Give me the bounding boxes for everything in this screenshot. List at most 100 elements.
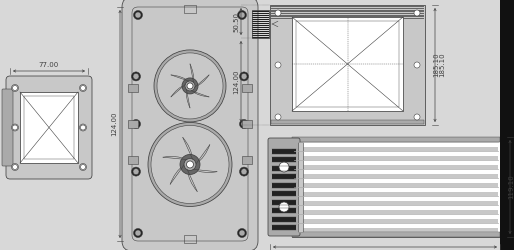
Bar [271,13,424,14]
Circle shape [11,84,19,91]
Circle shape [157,53,223,119]
Circle shape [81,164,85,170]
Bar [271,16,424,17]
Text: 124.00: 124.00 [233,69,239,94]
Circle shape [132,72,140,81]
Bar [184,5,196,13]
Bar [272,182,296,188]
Bar [252,37,269,38]
Bar [294,156,498,160]
Circle shape [275,10,281,16]
Bar [252,27,269,28]
Bar [296,21,399,107]
Bar [294,218,498,223]
FancyBboxPatch shape [2,89,13,166]
Bar [292,137,500,237]
Circle shape [12,125,17,130]
Circle shape [414,114,420,120]
Bar [294,164,498,169]
Circle shape [241,121,247,127]
Bar [272,157,296,162]
Circle shape [133,74,139,80]
Bar [292,17,403,111]
Circle shape [135,12,141,18]
Circle shape [279,202,289,212]
Bar [272,191,296,196]
Bar [252,31,269,32]
Circle shape [132,120,140,128]
Bar [272,216,296,222]
Text: 185.10: 185.10 [439,53,445,77]
Bar [128,156,138,164]
Bar [271,6,424,7]
Bar [294,192,498,196]
Bar [271,14,424,16]
Text: 124.00: 124.00 [111,112,117,136]
Bar [252,35,269,36]
Bar [128,84,138,92]
Circle shape [81,86,85,90]
Bar [252,23,269,24]
FancyBboxPatch shape [6,76,92,179]
Circle shape [81,125,85,130]
Text: 185.10: 185.10 [433,53,439,77]
Circle shape [239,230,245,236]
Bar [294,200,498,205]
FancyBboxPatch shape [268,138,300,236]
Bar [252,19,269,20]
Bar [294,174,498,178]
Circle shape [11,164,19,170]
Bar [271,18,424,19]
Circle shape [414,10,420,16]
Text: 50.50: 50.50 [233,12,239,32]
Circle shape [154,50,226,122]
Bar [252,25,269,26]
Circle shape [148,122,232,206]
Circle shape [12,164,17,170]
Circle shape [180,154,200,174]
Circle shape [132,167,140,176]
Bar [294,182,498,187]
Circle shape [182,78,198,94]
Bar [270,5,425,125]
Circle shape [135,230,141,236]
Bar [271,8,424,9]
Circle shape [237,228,247,237]
Bar [252,17,269,18]
Bar [292,137,500,142]
Bar [252,10,269,38]
Circle shape [241,74,247,80]
Circle shape [275,62,281,68]
Circle shape [11,124,19,131]
Circle shape [240,167,248,176]
Bar [271,120,424,124]
Bar [242,84,252,92]
Bar [184,235,196,243]
Circle shape [279,162,289,172]
Circle shape [184,158,196,170]
Text: 77.00: 77.00 [39,62,59,68]
Bar [500,0,514,250]
Circle shape [134,228,142,237]
Bar [292,232,500,237]
Circle shape [134,10,142,20]
Circle shape [80,124,86,131]
Circle shape [151,126,229,204]
Circle shape [80,164,86,170]
Circle shape [237,10,247,20]
Circle shape [240,72,248,81]
Bar [271,11,424,12]
Bar [294,146,498,151]
Circle shape [414,62,420,68]
Circle shape [187,83,193,89]
Bar [294,228,498,232]
Bar [294,210,498,214]
Circle shape [239,12,245,18]
Bar [20,92,78,163]
Bar [272,200,296,204]
Bar [252,15,269,16]
Bar [272,148,296,154]
Bar [272,225,296,230]
Bar [252,13,269,14]
Bar [298,142,303,232]
